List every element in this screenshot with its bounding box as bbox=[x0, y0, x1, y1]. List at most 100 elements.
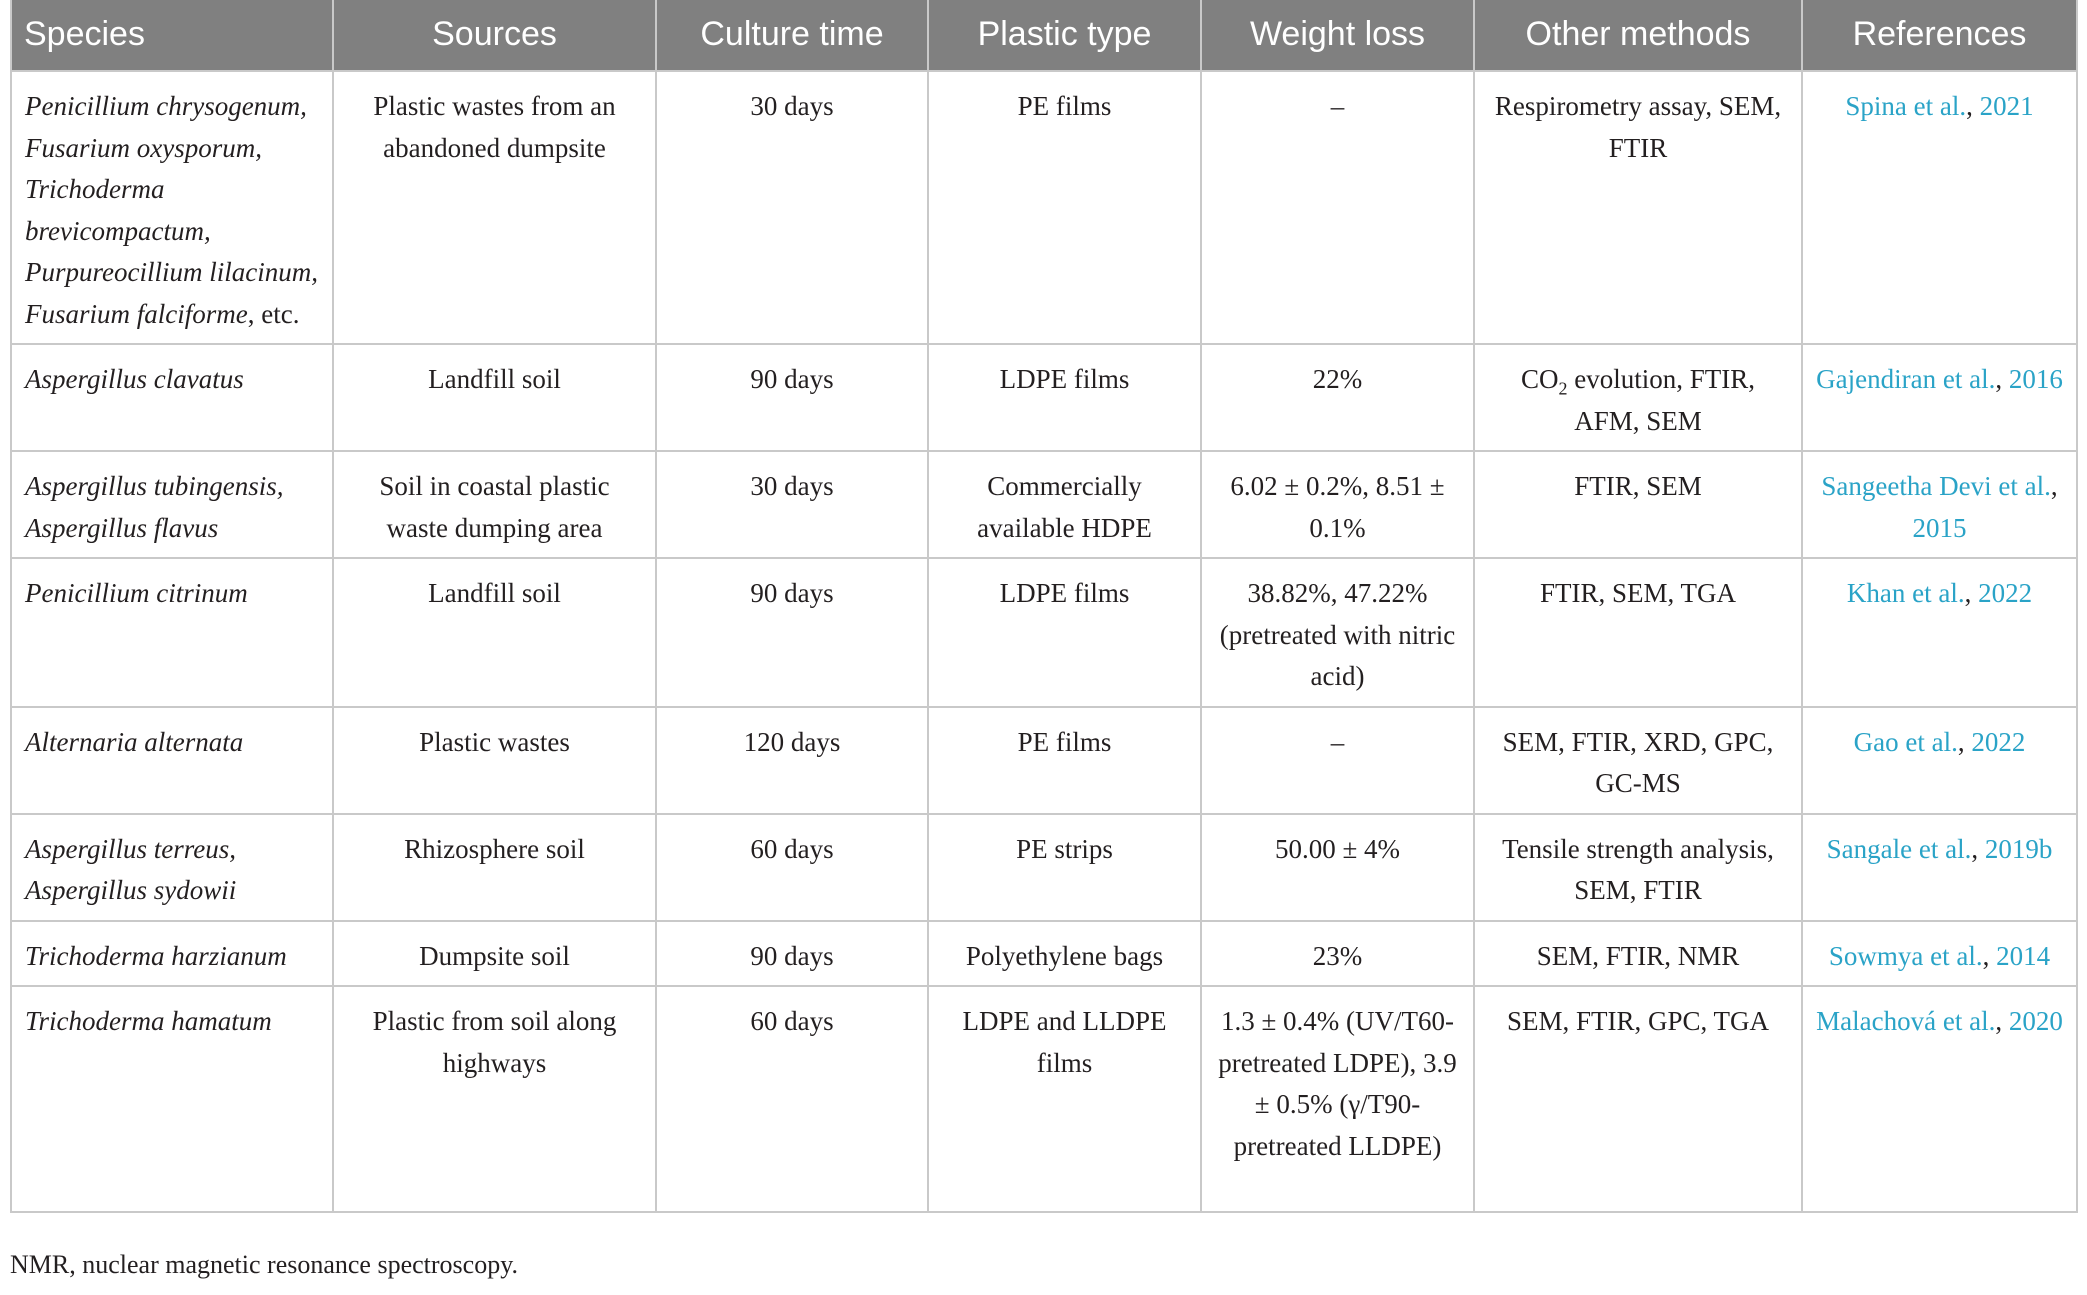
reference-cell: Sowmya et al., 2014 bbox=[1801, 919, 2078, 987]
culture-time-cell: 90 days bbox=[655, 919, 929, 987]
weight-loss-cell: 50.00 ± 4% bbox=[1200, 812, 1475, 922]
header-other-methods: Other methods bbox=[1473, 0, 1803, 72]
sources-cell: Landfill soil bbox=[332, 343, 657, 452]
culture-time-cell: 30 days bbox=[655, 450, 929, 559]
culture-time-cell: 90 days bbox=[655, 343, 929, 452]
reference-link-authors[interactable]: Khan et al. bbox=[1846, 578, 1965, 608]
plastic-type-cell: LDPE films bbox=[927, 557, 1202, 708]
sources-cell: Plastic wastes bbox=[332, 705, 657, 815]
weight-loss-cell: 6.02 ± 0.2%, 8.51 ± 0.1% bbox=[1200, 450, 1475, 559]
header-row: Species Sources Culture time Plastic typ… bbox=[10, 0, 2078, 72]
culture-time-cell: 30 days bbox=[655, 70, 929, 345]
plastic-type-cell: LDPE films bbox=[927, 343, 1202, 452]
other-methods-cell: Respirometry assay, SEM, FTIR bbox=[1473, 70, 1803, 345]
culture-time-cell: 60 days bbox=[655, 812, 929, 922]
weight-loss-cell: 22% bbox=[1200, 343, 1475, 452]
sources-cell: Plastic wastes from an abandoned dumpsit… bbox=[332, 70, 657, 345]
species-name: Alternaria alternata bbox=[25, 726, 244, 757]
header-weight-loss: Weight loss bbox=[1200, 0, 1475, 72]
other-methods-text: evolution, FTIR, AFM, SEM bbox=[1567, 364, 1755, 436]
species-cell: Penicillium chrysogenum, Fusarium oxyspo… bbox=[10, 70, 334, 345]
plastic-type-cell: Commercially available HDPE bbox=[927, 450, 1202, 559]
reference-cell: Gajendiran et al., 2016 bbox=[1801, 343, 2078, 452]
reference-link-year[interactable]: 2022 bbox=[1978, 578, 2033, 608]
table-row: Aspergillus clavatus Landfill soil 90 da… bbox=[10, 343, 2078, 452]
culture-time-cell: 90 days bbox=[655, 557, 929, 708]
species-cell: Penicillium citrinum bbox=[10, 557, 334, 708]
species-name: Penicillium citrinum bbox=[25, 578, 248, 608]
weight-loss-cell: 38.82%, 47.22% (pretreated with nitric a… bbox=[1200, 557, 1475, 708]
reference-cell: Gao et al., 2022 bbox=[1801, 705, 2078, 815]
species-name: Aspergillus clavatus bbox=[25, 364, 244, 394]
plastic-type-cell: Polyethylene bags bbox=[927, 919, 1202, 987]
species-cell: Alternaria alternata bbox=[10, 705, 334, 815]
other-methods-cell: SEM, FTIR, XRD, GPC, GC-MS bbox=[1473, 705, 1803, 815]
header-sources: Sources bbox=[332, 0, 657, 72]
fungi-plastic-degradation-table: Species Sources Culture time Plastic typ… bbox=[10, 0, 2078, 1213]
species-cell: Aspergillus terreus, Aspergillus sydowii bbox=[10, 812, 334, 922]
species-name: Penicillium chrysogenum, Fusarium oxyspo… bbox=[25, 91, 318, 329]
co2-subscript: 2 bbox=[1558, 378, 1568, 399]
reference-cell: Sangeetha Devi et al., 2015 bbox=[1801, 450, 2078, 559]
table-footnote: NMR, nuclear magnetic resonance spectros… bbox=[10, 1250, 519, 1279]
sources-cell: Plastic from soil along highways bbox=[332, 985, 657, 1213]
reference-link-authors[interactable]: Sowmya et al. bbox=[1828, 940, 1983, 971]
table-row: Aspergillus terreus, Aspergillus sydowii… bbox=[10, 812, 2078, 922]
weight-loss-cell: 23% bbox=[1200, 919, 1475, 987]
other-methods-cell: FTIR, SEM bbox=[1473, 450, 1803, 559]
sources-cell: Soil in coastal plastic waste dumping ar… bbox=[332, 450, 657, 559]
reference-link-authors[interactable]: Gao et al. bbox=[1853, 726, 1958, 757]
table-row: Aspergillus tubingensis, Aspergillus fla… bbox=[10, 450, 2078, 559]
other-methods-cell: Tensile strength analysis, SEM, FTIR bbox=[1473, 812, 1803, 922]
reference-cell: Sangale et al., 2019b bbox=[1801, 812, 2078, 922]
reference-link-authors[interactable]: Sangeetha Devi et al. bbox=[1821, 471, 2051, 501]
species-name: Aspergillus terreus, Aspergillus sydowii bbox=[25, 833, 237, 906]
reference-link-year[interactable]: 2014 bbox=[1996, 940, 2051, 971]
species-cell: Trichoderma hamatum bbox=[10, 985, 334, 1213]
plastic-type-cell: PE films bbox=[927, 70, 1202, 345]
other-methods-cell: FTIR, SEM, TGA bbox=[1473, 557, 1803, 708]
header-species: Species bbox=[10, 0, 334, 72]
reference-link-year[interactable]: 2020 bbox=[2008, 1006, 2063, 1036]
plastic-type-cell: PE films bbox=[927, 705, 1202, 815]
other-methods-cell: CO2 evolution, FTIR, AFM, SEM bbox=[1473, 343, 1803, 452]
reference-link-year[interactable]: 2015 bbox=[1912, 512, 1967, 543]
plastic-type-cell: PE strips bbox=[927, 812, 1202, 922]
weight-loss-cell: 1.3 ± 0.4% (UV/T60-pretreated LDPE), 3.9… bbox=[1200, 985, 1475, 1213]
species-name: Trichoderma harzianum bbox=[25, 940, 287, 971]
header-plastic-type: Plastic type bbox=[927, 0, 1202, 72]
culture-time-cell: 120 days bbox=[655, 705, 929, 815]
species-cell: Aspergillus tubingensis, Aspergillus fla… bbox=[10, 450, 334, 559]
sources-cell: Rhizosphere soil bbox=[332, 812, 657, 922]
other-methods-cell: SEM, FTIR, NMR bbox=[1473, 919, 1803, 987]
weight-loss-cell: – bbox=[1200, 70, 1475, 345]
table-row: Trichoderma hamatum Plastic from soil al… bbox=[10, 985, 2078, 1213]
reference-link-authors[interactable]: Spina et al. bbox=[1845, 91, 1967, 121]
sources-cell: Dumpsite soil bbox=[332, 919, 657, 987]
species-name: Trichoderma hamatum bbox=[25, 1006, 272, 1036]
reference-cell: Khan et al., 2022 bbox=[1801, 557, 2078, 708]
weight-loss-cell: – bbox=[1200, 705, 1475, 815]
table-row: Trichoderma harzianum Dumpsite soil 90 d… bbox=[10, 919, 2078, 987]
table-row: Penicillium citrinum Landfill soil 90 da… bbox=[10, 557, 2078, 708]
other-methods-cell: SEM, FTIR, GPC, TGA bbox=[1473, 985, 1803, 1213]
reference-link-year[interactable]: 2022 bbox=[1971, 726, 2026, 757]
table-row: Alternaria alternata Plastic wastes 120 … bbox=[10, 705, 2078, 815]
species-cell: Trichoderma harzianum bbox=[10, 919, 334, 987]
culture-time-cell: 60 days bbox=[655, 985, 929, 1213]
reference-link-authors[interactable]: Malachová et al. bbox=[1816, 1006, 1996, 1036]
species-name: Aspergillus tubingensis, Aspergillus fla… bbox=[25, 471, 284, 543]
header-culture-time: Culture time bbox=[655, 0, 929, 72]
reference-link-authors[interactable]: Sangale et al. bbox=[1826, 833, 1972, 864]
header-references: References bbox=[1801, 0, 2078, 72]
reference-link-year[interactable]: 2019b bbox=[1984, 833, 2053, 864]
reference-cell: Spina et al., 2021 bbox=[1801, 70, 2078, 345]
sources-cell: Landfill soil bbox=[332, 557, 657, 708]
reference-link-year[interactable]: 2021 bbox=[1979, 91, 2034, 121]
reference-link-year[interactable]: 2016 bbox=[2008, 364, 2063, 394]
reference-link-authors[interactable]: Gajendiran et al. bbox=[1816, 364, 1996, 394]
plastic-type-cell: LDPE and LLDPE films bbox=[927, 985, 1202, 1213]
co2-prefix: CO bbox=[1520, 364, 1559, 394]
species-cell: Aspergillus clavatus bbox=[10, 343, 334, 452]
table-container: Species Sources Culture time Plastic typ… bbox=[10, 0, 2078, 1213]
